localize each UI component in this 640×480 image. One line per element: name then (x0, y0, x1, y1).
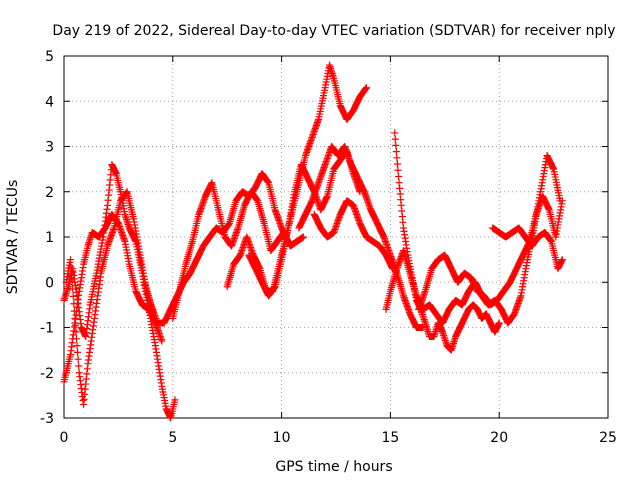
y-tick-label: 0 (45, 275, 54, 291)
data-point (71, 314, 79, 322)
data-point (299, 233, 307, 241)
data-point (362, 84, 370, 92)
series-sat-i (310, 197, 397, 273)
data-point (495, 319, 503, 327)
data-point (71, 321, 79, 329)
data-point (394, 166, 402, 174)
data-point (73, 335, 81, 343)
data-point (67, 256, 75, 264)
data-point (391, 135, 399, 143)
series-sat-h (295, 143, 427, 331)
data-point (158, 337, 166, 345)
y-tick-label: 1 (45, 230, 54, 246)
x-tick-label: 5 (168, 430, 177, 446)
x-tick-label: 20 (490, 430, 508, 446)
data-point (392, 141, 400, 149)
data-point (395, 172, 403, 180)
x-tick-label: 10 (273, 430, 291, 446)
x-tick-label: 15 (381, 430, 399, 446)
y-tick-label: 3 (45, 140, 54, 156)
data-point (70, 307, 78, 315)
data-point (67, 263, 75, 271)
data-point (69, 292, 77, 300)
y-tick-label: 4 (45, 94, 54, 110)
data-point (392, 148, 400, 156)
series-sat-m (489, 224, 566, 273)
data-point (393, 154, 401, 162)
chart-title: Day 219 of 2022, Sidereal Day-to-day VTE… (52, 23, 615, 39)
y-tick-label: -2 (40, 366, 54, 382)
series-sat-l (415, 192, 566, 313)
data-point (75, 362, 83, 370)
x-axis-label: GPS time / hours (275, 459, 392, 475)
data-point (72, 328, 80, 336)
data-point (171, 396, 179, 404)
y-tick-labels: -3 -2 -1 0 1 2 3 4 5 (40, 49, 54, 427)
y-axis-label: SDTVAR / TECUs (5, 180, 21, 295)
series-sat-d (141, 170, 292, 327)
y-tick-label: 5 (45, 49, 54, 65)
series-sat-a (60, 161, 179, 422)
data-point (74, 355, 82, 363)
data-point (558, 197, 566, 205)
x-tick-label: 0 (60, 430, 69, 446)
data-point (70, 300, 78, 308)
data-point (393, 160, 401, 168)
y-tick-label: -1 (40, 321, 54, 337)
data-point (68, 270, 76, 278)
data-point (74, 348, 82, 356)
data-marks (60, 61, 566, 422)
x-tick-label: 25 (599, 430, 617, 446)
data-point (68, 278, 76, 286)
x-tick-labels: 0 5 10 15 20 25 (60, 430, 617, 446)
series-sat-b (60, 210, 166, 386)
data-point (69, 285, 77, 293)
y-tick-label: 2 (45, 185, 54, 201)
data-point (391, 129, 399, 137)
data-point (73, 342, 81, 350)
data-point (558, 256, 566, 264)
y-tick-label: -3 (40, 411, 54, 427)
